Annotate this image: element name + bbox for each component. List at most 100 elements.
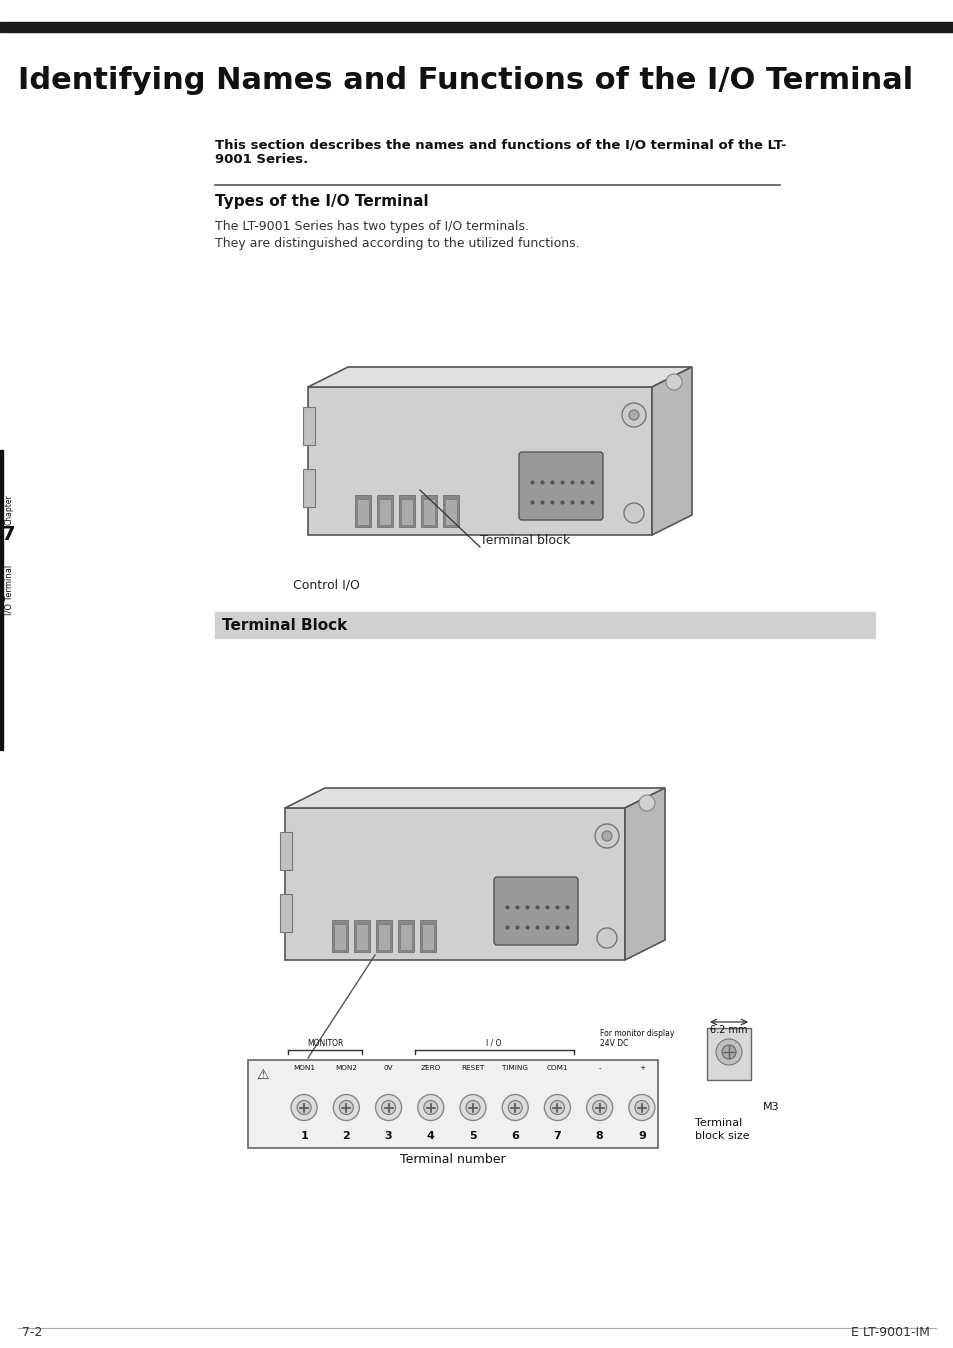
Circle shape xyxy=(333,1095,359,1120)
Circle shape xyxy=(375,1095,401,1120)
Circle shape xyxy=(639,795,655,811)
Bar xyxy=(303,469,314,507)
Text: 6: 6 xyxy=(511,1131,518,1140)
Bar xyxy=(400,499,413,524)
Bar xyxy=(399,923,412,950)
Circle shape xyxy=(635,1100,648,1115)
Text: Control I/O: Control I/O xyxy=(293,578,359,590)
Circle shape xyxy=(586,1095,612,1120)
Bar xyxy=(334,923,346,950)
Bar xyxy=(248,1060,658,1148)
Text: I / O: I / O xyxy=(486,1039,501,1047)
Circle shape xyxy=(296,1100,311,1115)
Polygon shape xyxy=(308,367,691,387)
Bar xyxy=(706,1029,750,1080)
Circle shape xyxy=(628,410,639,421)
Text: 1: 1 xyxy=(300,1131,308,1140)
Bar xyxy=(0,450,18,749)
Text: 7-2: 7-2 xyxy=(22,1325,42,1339)
Bar xyxy=(376,495,393,527)
Bar xyxy=(378,499,391,524)
Circle shape xyxy=(592,1100,606,1115)
Text: ⚠: ⚠ xyxy=(255,1068,268,1082)
Bar xyxy=(354,919,370,952)
Text: -: - xyxy=(598,1065,600,1072)
Text: 7: 7 xyxy=(553,1131,560,1140)
Text: 7: 7 xyxy=(2,526,16,545)
Circle shape xyxy=(721,1045,735,1060)
Text: COM1: COM1 xyxy=(546,1065,568,1072)
Circle shape xyxy=(417,1095,443,1120)
Text: 2: 2 xyxy=(342,1131,350,1140)
Text: Terminal Block: Terminal Block xyxy=(222,617,347,632)
Bar xyxy=(355,495,371,527)
Circle shape xyxy=(628,1095,654,1120)
Polygon shape xyxy=(285,807,624,960)
Text: Chapter: Chapter xyxy=(5,495,13,526)
Text: The LT-9001 Series has two types of I/O terminals.: The LT-9001 Series has two types of I/O … xyxy=(214,220,529,233)
Text: 3: 3 xyxy=(384,1131,392,1140)
Bar xyxy=(442,495,458,527)
Text: 4: 4 xyxy=(426,1131,435,1140)
Circle shape xyxy=(291,1095,316,1120)
Bar xyxy=(420,495,436,527)
Circle shape xyxy=(501,1095,528,1120)
FancyBboxPatch shape xyxy=(518,452,602,520)
Bar xyxy=(0,22,953,32)
Bar xyxy=(397,919,414,952)
Circle shape xyxy=(381,1100,395,1115)
Text: 6.2 mm: 6.2 mm xyxy=(709,1024,747,1035)
Text: TIMING: TIMING xyxy=(501,1065,528,1072)
Polygon shape xyxy=(285,789,664,807)
Bar xyxy=(355,923,368,950)
Text: MONITOR: MONITOR xyxy=(307,1039,343,1047)
Bar xyxy=(398,495,415,527)
Circle shape xyxy=(597,927,617,948)
Text: For monitor display
24V DC: For monitor display 24V DC xyxy=(599,1029,674,1047)
FancyBboxPatch shape xyxy=(494,878,578,945)
Bar xyxy=(214,612,874,638)
Bar xyxy=(303,407,314,445)
Text: ZERO: ZERO xyxy=(420,1065,440,1072)
Text: M3: M3 xyxy=(762,1103,779,1112)
Circle shape xyxy=(716,1039,741,1065)
Text: This section describes the names and functions of the I/O terminal of the LT-
90: This section describes the names and fun… xyxy=(214,137,785,166)
Text: 9: 9 xyxy=(638,1131,645,1140)
Circle shape xyxy=(339,1100,353,1115)
Text: RESET: RESET xyxy=(461,1065,484,1072)
Text: Terminal
block size: Terminal block size xyxy=(695,1117,749,1142)
Bar xyxy=(377,923,390,950)
Circle shape xyxy=(595,824,618,848)
Circle shape xyxy=(621,403,645,427)
Bar xyxy=(356,499,369,524)
Circle shape xyxy=(544,1095,570,1120)
Polygon shape xyxy=(651,367,691,535)
Text: Terminal number: Terminal number xyxy=(399,1153,505,1166)
Polygon shape xyxy=(308,387,651,535)
Text: Identifying Names and Functions of the I/O Terminal: Identifying Names and Functions of the I… xyxy=(18,66,912,94)
Bar xyxy=(444,499,456,524)
Bar xyxy=(332,919,348,952)
Bar xyxy=(280,832,292,869)
Bar xyxy=(422,499,435,524)
Circle shape xyxy=(665,373,681,390)
Text: +: + xyxy=(639,1065,644,1072)
Bar xyxy=(419,919,436,952)
Polygon shape xyxy=(624,789,664,960)
Bar xyxy=(421,923,434,950)
Circle shape xyxy=(465,1100,479,1115)
Text: Terminal block: Terminal block xyxy=(479,534,570,547)
Text: 8: 8 xyxy=(596,1131,603,1140)
Circle shape xyxy=(508,1100,521,1115)
Text: 0V: 0V xyxy=(383,1065,393,1072)
Circle shape xyxy=(601,830,612,841)
Text: 5: 5 xyxy=(469,1131,476,1140)
Bar xyxy=(375,919,392,952)
Text: MON1: MON1 xyxy=(293,1065,314,1072)
Circle shape xyxy=(459,1095,485,1120)
Bar xyxy=(280,894,292,931)
Text: They are distinguished according to the utilized functions.: They are distinguished according to the … xyxy=(214,237,579,249)
Circle shape xyxy=(550,1100,564,1115)
Bar xyxy=(0,450,3,749)
Circle shape xyxy=(623,503,643,523)
